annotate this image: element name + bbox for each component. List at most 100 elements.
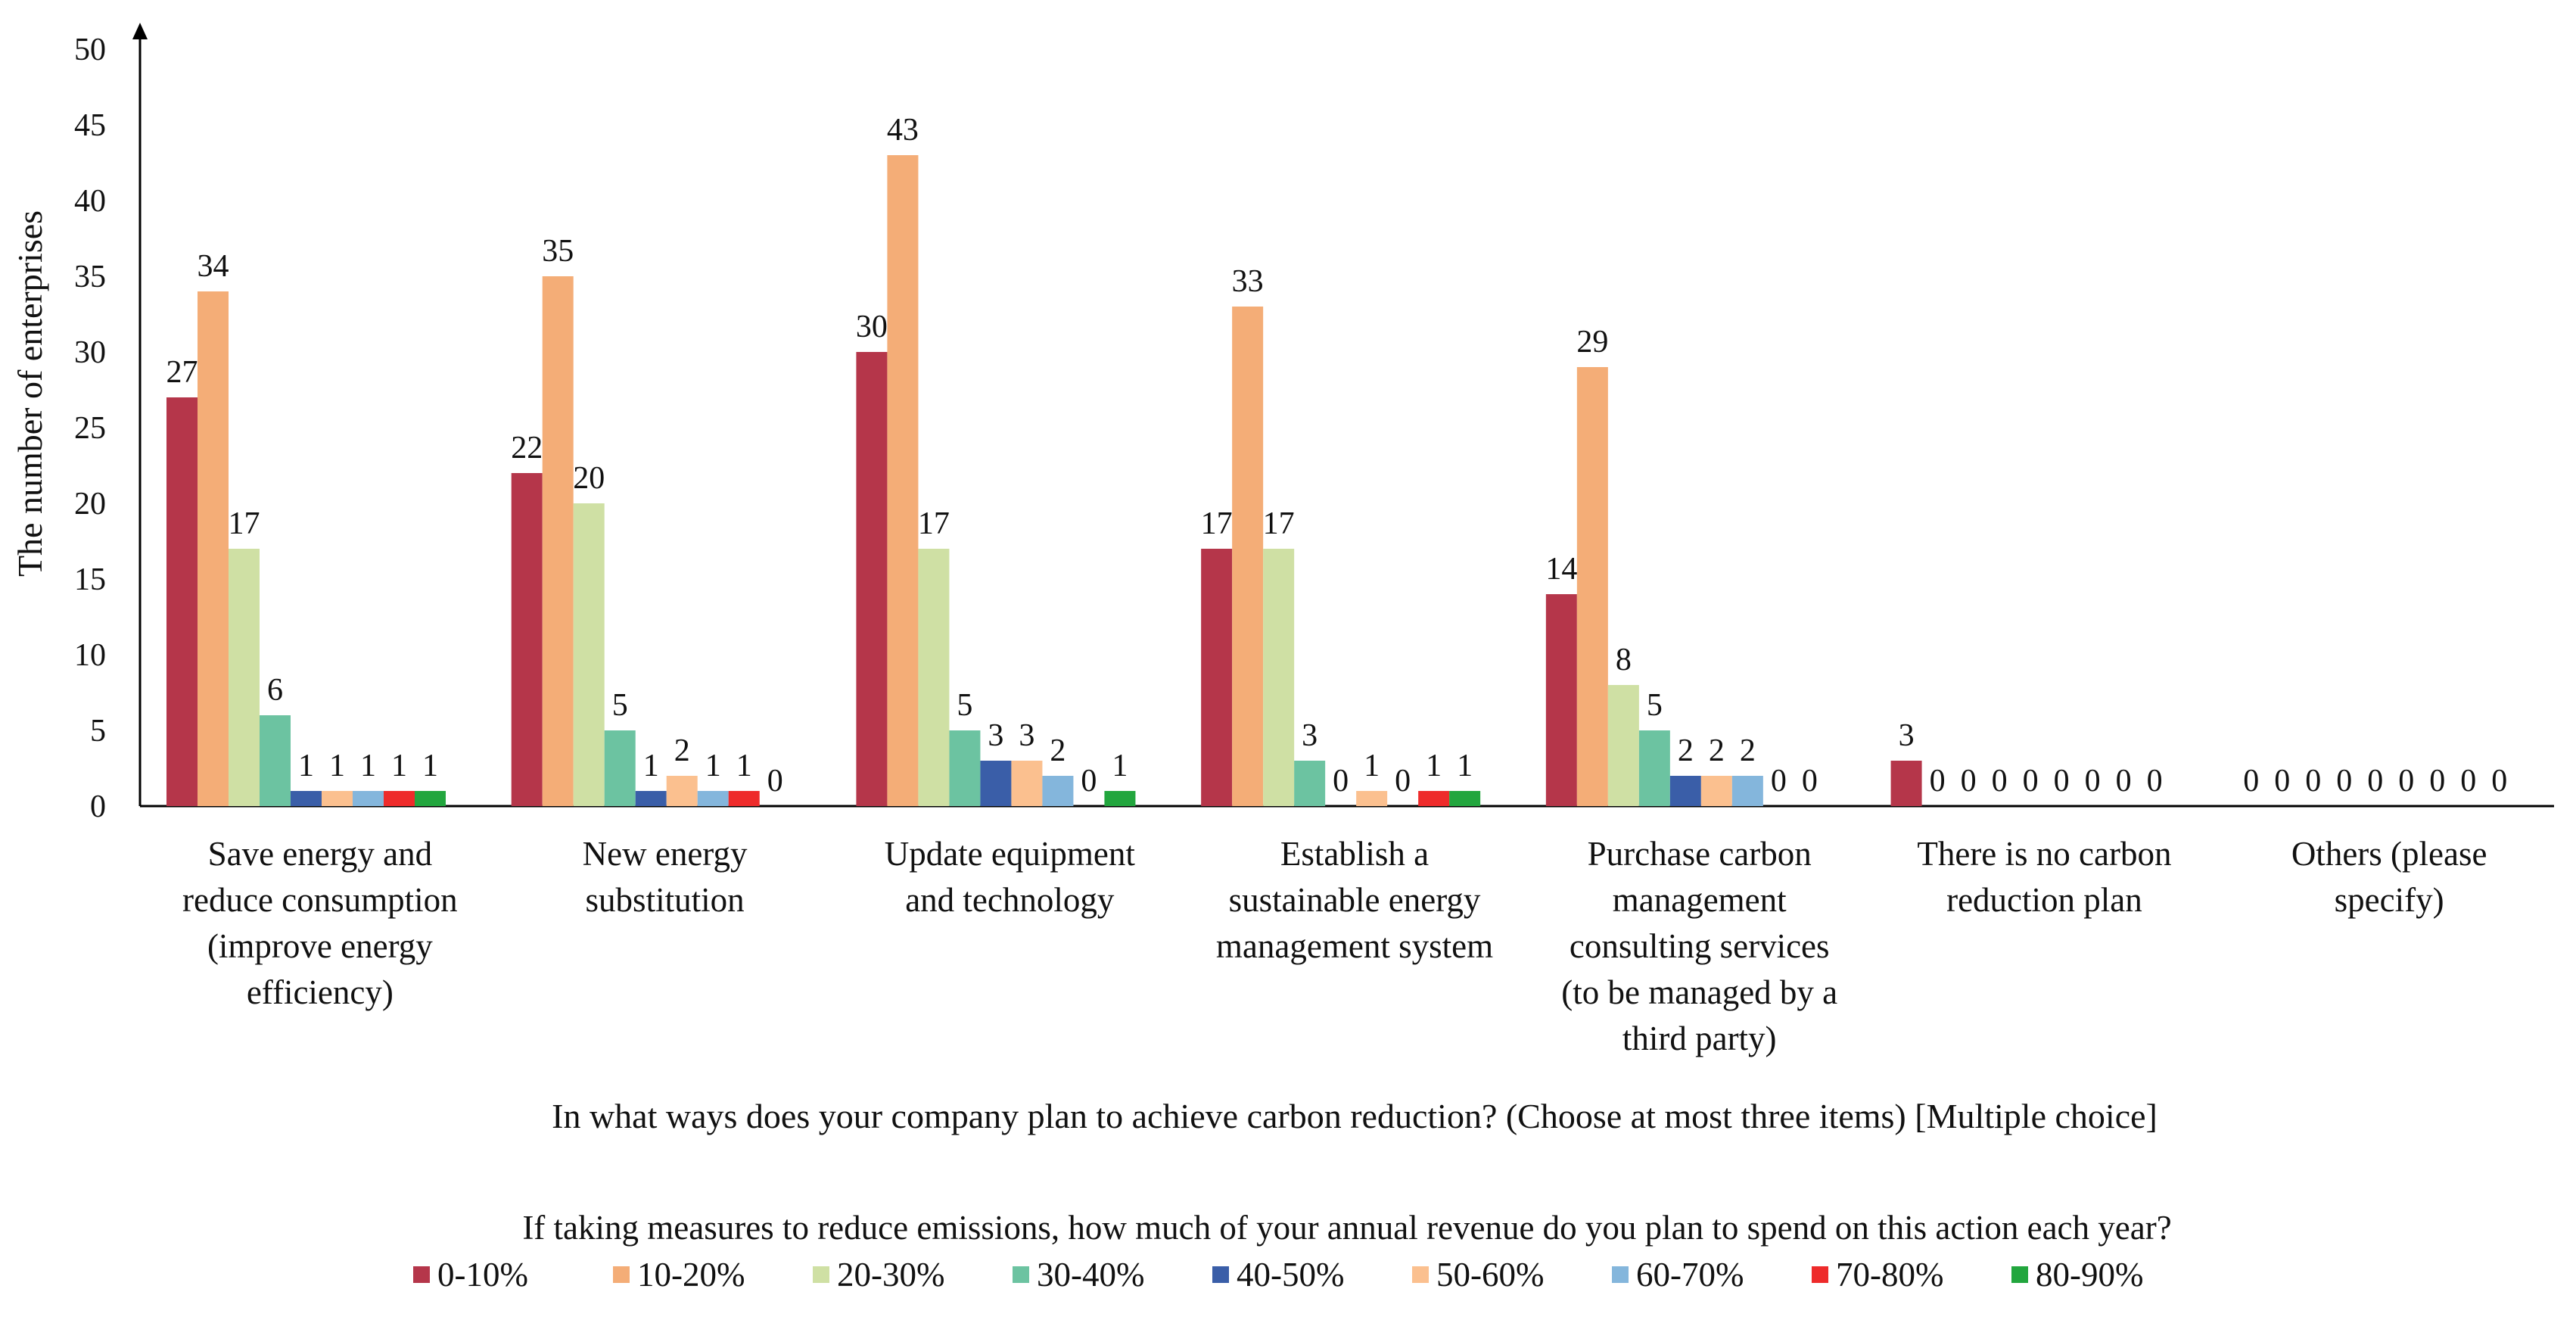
- data-label: 22: [511, 431, 543, 465]
- category-labels: Save energy and reduce consumption (improv…: [182, 835, 2487, 1057]
- bar: [384, 791, 415, 806]
- data-label: 0: [2491, 764, 2507, 799]
- data-label: 1: [1364, 749, 1380, 783]
- data-label: 2: [1740, 733, 1756, 768]
- data-label: 8: [1616, 643, 1632, 677]
- y-tick-label: 50: [74, 33, 106, 67]
- category-label-line: substitution: [586, 881, 745, 919]
- data-label: 6: [267, 673, 283, 708]
- bar: [322, 791, 353, 806]
- data-label: 17: [1201, 506, 1233, 541]
- data-label: 2: [674, 733, 690, 768]
- data-label: 0: [1930, 764, 1946, 799]
- data-label: 17: [229, 506, 260, 541]
- data-label: 1: [1426, 749, 1442, 783]
- y-tick-label: 25: [74, 411, 106, 446]
- y-axis: 0 5 10 15 20 25 30 35 40 45 50: [74, 23, 148, 824]
- data-label: 35: [542, 234, 574, 269]
- y-tick-label: 10: [74, 638, 106, 673]
- legend-label: 0-10%: [437, 1256, 528, 1294]
- legend-label: 20-30%: [837, 1256, 944, 1294]
- data-label: 0: [1992, 764, 2008, 799]
- category-label-line: Others (please: [2291, 835, 2487, 873]
- data-label: 1: [298, 749, 314, 783]
- bar: [887, 155, 919, 806]
- bar: [856, 352, 888, 806]
- category-label-line: (improve energy: [207, 927, 433, 965]
- legend-label: 40-50%: [1237, 1256, 1344, 1294]
- bar: [1201, 549, 1233, 806]
- data-label: 20: [573, 461, 605, 496]
- data-label: 1: [736, 749, 752, 783]
- data-label: 0: [2460, 764, 2476, 799]
- category-label-line: third party): [1622, 1020, 1777, 1057]
- bar: [604, 730, 636, 806]
- legend-swatch: [2011, 1266, 2028, 1283]
- legend-swatch: [1812, 1266, 1828, 1283]
- data-label: 17: [918, 506, 950, 541]
- bar: [1576, 367, 1608, 806]
- category-label-line: and technology: [905, 881, 1115, 919]
- data-label: 0: [2429, 764, 2445, 799]
- bar: [1669, 776, 1701, 806]
- bar: [728, 791, 760, 806]
- data-label: 1: [422, 749, 438, 783]
- data-label: 2: [1050, 733, 1066, 768]
- legend-swatch: [1412, 1266, 1429, 1283]
- data-label: 0: [2274, 764, 2290, 799]
- category-label-line: efficiency): [247, 973, 394, 1011]
- data-label: 27: [166, 355, 198, 390]
- category-label-line: Establish a: [1280, 835, 1429, 873]
- category-label-line: Update equipment: [885, 835, 1136, 873]
- legend-label: 60-70%: [1636, 1256, 1744, 1294]
- data-label: 29: [1576, 325, 1608, 360]
- bar: [1263, 549, 1295, 806]
- bar: [229, 549, 260, 806]
- category-label-line: consulting services: [1570, 927, 1830, 965]
- legend-label: 80-90%: [2036, 1256, 2143, 1294]
- bar: [1700, 776, 1732, 806]
- data-label: 14: [1545, 552, 1577, 587]
- legend-swatch: [813, 1266, 829, 1283]
- category-label-line: sustainable energy: [1229, 881, 1481, 919]
- bar: [1418, 791, 1450, 806]
- data-label: 0: [2243, 764, 2259, 799]
- data-label: 0: [1961, 764, 1977, 799]
- data-label: 1: [643, 749, 659, 783]
- data-label: 0: [1802, 764, 1818, 799]
- data-label: 0: [2023, 764, 2039, 799]
- bar: [980, 761, 1012, 806]
- y-tick-label: 30: [74, 335, 106, 370]
- bar: [511, 473, 543, 806]
- data-label: 0: [2305, 764, 2321, 799]
- data-label: 0: [2116, 764, 2132, 799]
- legend-label: 70-80%: [1836, 1256, 1943, 1294]
- bar: [291, 791, 322, 806]
- bar: [697, 791, 729, 806]
- data-label: 0: [2147, 764, 2163, 799]
- bar: [1731, 776, 1763, 806]
- legend-label: 30-40%: [1037, 1256, 1144, 1294]
- category-label-line: There is no carbon: [1917, 835, 2171, 873]
- data-label: 0: [767, 764, 783, 799]
- data-label: 5: [957, 688, 972, 723]
- y-tick-label: 0: [90, 789, 106, 824]
- bar: [1104, 791, 1136, 806]
- data-label: 3: [1302, 718, 1318, 753]
- bar: [415, 791, 446, 806]
- data-label: 2: [1709, 733, 1725, 768]
- category-label: New energy substitution: [583, 835, 748, 919]
- category-label-line: reduction plan: [1946, 881, 2142, 919]
- data-label: 1: [391, 749, 407, 783]
- y-tick-label: 5: [90, 714, 106, 749]
- legend: 0-10% 10-20% 20-30% 30-40% 40-50% 50-60% 60-70…: [413, 1256, 2143, 1294]
- category-label: Save energy and reduce consumption (improv…: [182, 835, 458, 1011]
- bar: [635, 791, 667, 806]
- data-label: 0: [2085, 764, 2101, 799]
- category-label-line: Purchase carbon: [1588, 835, 1812, 873]
- legend-swatch: [1212, 1266, 1229, 1283]
- category-label: Others (please specify): [2291, 835, 2487, 919]
- data-label: 1: [705, 749, 721, 783]
- data-label: 0: [1771, 764, 1787, 799]
